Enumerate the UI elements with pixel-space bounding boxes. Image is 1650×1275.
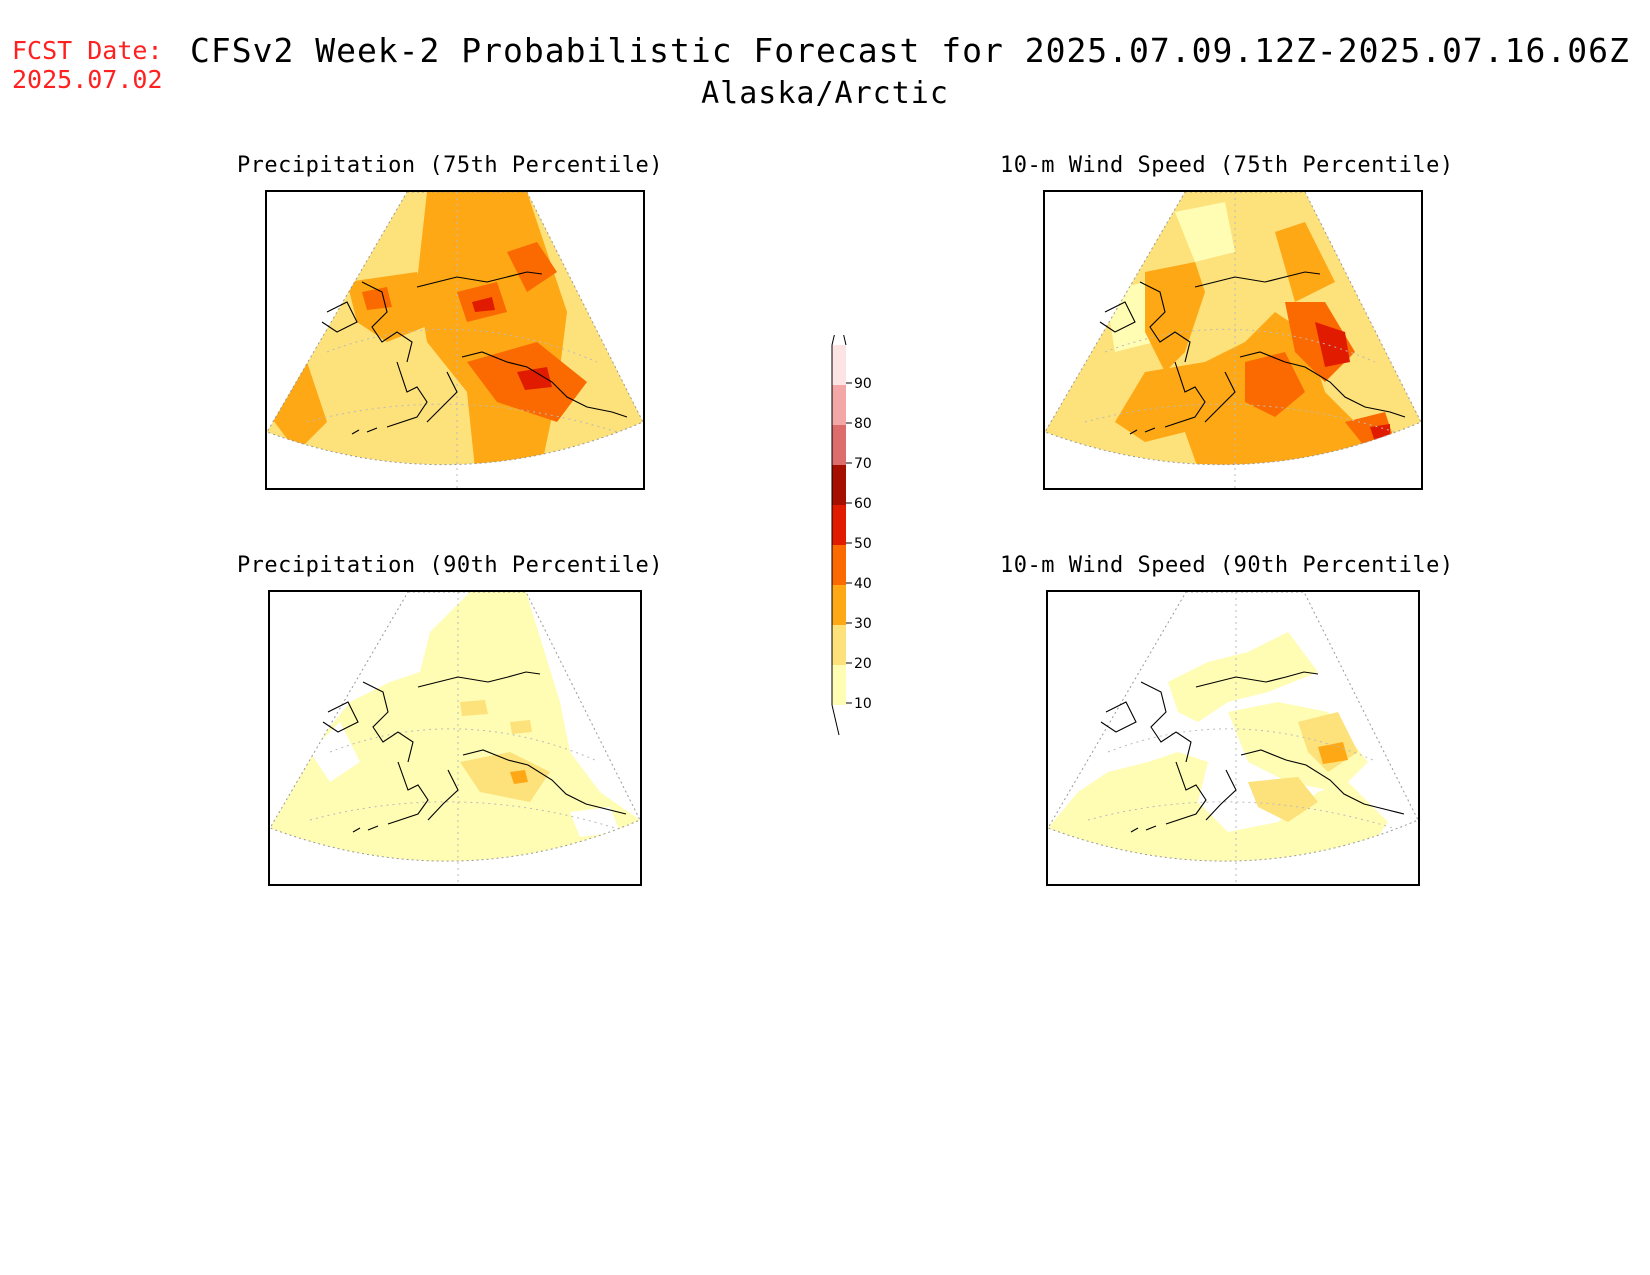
panel-title-precip-75: Precipitation (75th Percentile) bbox=[236, 153, 664, 178]
color-legend-bar: 10 20 30 40 50 60 70 80 90 bbox=[831, 314, 872, 736]
forecast-date-value: 2025.07.02 bbox=[12, 65, 163, 94]
legend-tick-label: 70 bbox=[854, 456, 872, 472]
color-legend: 10 20 30 40 50 60 70 80 90 bbox=[820, 314, 910, 745]
forecast-date-label: FCST Date: bbox=[12, 36, 163, 65]
legend-swatch bbox=[832, 345, 846, 385]
legend-swatch bbox=[832, 585, 846, 625]
legend-bottom-tip bbox=[831, 704, 840, 736]
legend-tick-label: 30 bbox=[854, 616, 872, 632]
legend-tick-label: 40 bbox=[854, 576, 872, 592]
panel-title-wind-90: 10-m Wind Speed (90th Percentile) bbox=[1000, 553, 1454, 578]
map-panel-wind-90 bbox=[1046, 590, 1420, 886]
legend-swatch bbox=[832, 425, 846, 465]
legend-swatch bbox=[832, 545, 846, 585]
legend-tick-label: 50 bbox=[854, 536, 872, 552]
legend-swatch bbox=[832, 665, 846, 705]
map-panel-wind-75 bbox=[1043, 190, 1423, 490]
legend-swatch bbox=[832, 385, 846, 425]
legend-tick-label: 90 bbox=[854, 376, 872, 392]
legend-tick-label: 60 bbox=[854, 496, 872, 512]
map-wind-75 bbox=[1045, 192, 1421, 488]
map-panel-precip-75 bbox=[265, 190, 645, 490]
legend-swatch bbox=[832, 625, 846, 665]
map-panel-precip-90 bbox=[268, 590, 642, 886]
map-precip-75 bbox=[267, 192, 643, 488]
legend-swatch bbox=[832, 505, 846, 545]
legend-tick-label: 20 bbox=[854, 656, 872, 672]
forecast-date: FCST Date: 2025.07.02 bbox=[12, 36, 163, 94]
legend-tick-label: 10 bbox=[854, 696, 872, 712]
legend-top-tip bbox=[831, 314, 847, 346]
region-subtitle: Alaska/Arctic bbox=[701, 76, 949, 111]
map-wind-90 bbox=[1048, 592, 1418, 884]
panel-title-wind-75: 10-m Wind Speed (75th Percentile) bbox=[1000, 153, 1454, 178]
map-precip-90 bbox=[270, 592, 640, 884]
legend-swatch bbox=[832, 465, 846, 505]
page-title: CFSv2 Week-2 Probabilistic Forecast for … bbox=[190, 31, 1630, 70]
legend-tick-label: 80 bbox=[854, 416, 872, 432]
panel-title-precip-90: Precipitation (90th Percentile) bbox=[236, 553, 664, 578]
